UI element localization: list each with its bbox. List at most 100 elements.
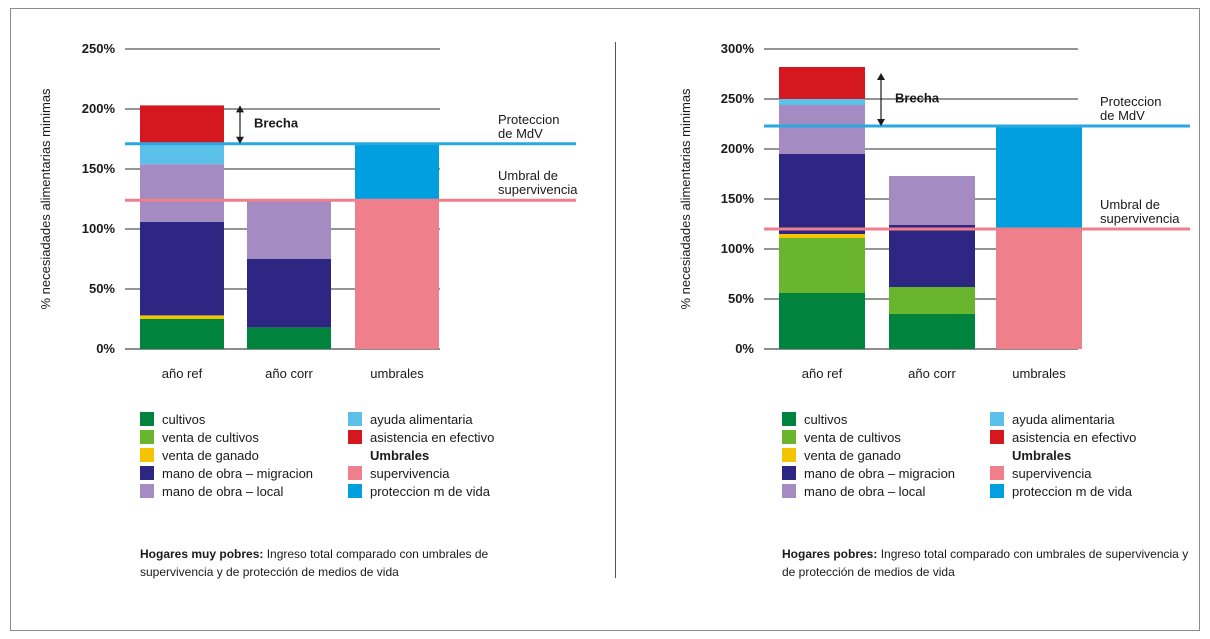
bar-segment-migracion xyxy=(779,154,865,234)
caption-text: Ingreso total comparado con umbrales de … xyxy=(782,547,1189,579)
legend-item-cultivos: cultivos xyxy=(140,410,350,428)
legend-heading-umbrales: Umbrales xyxy=(1012,447,1072,463)
y-tick-label: 50% xyxy=(89,281,115,296)
legend-label: supervivencia xyxy=(1012,465,1092,481)
legend-column-income: cultivos venta de cultivos venta de ganado… xyxy=(140,410,350,500)
threshold-label-proteccion: Proteccion xyxy=(498,112,559,127)
bar-segment-local xyxy=(889,176,975,225)
legend-item-proteccion: proteccion m de vida xyxy=(990,482,1200,500)
y-tick-label: 50% xyxy=(728,291,754,306)
bar-segment-cultivos xyxy=(247,327,331,349)
figure-frame xyxy=(10,8,1200,631)
legend-item-venta_cultivos: venta de cultivos xyxy=(140,428,350,446)
bar-segment-venta_cultivos xyxy=(889,287,975,314)
legend-label: asistencia en efectivo xyxy=(1012,429,1137,445)
y-tick-label: 150% xyxy=(721,191,755,206)
bar-segment-ayuda xyxy=(779,99,865,105)
legend-column-assistance: ayuda alimentaria asistencia en efectivo … xyxy=(990,410,1200,500)
legend-swatch xyxy=(990,412,1004,426)
chart-panel-muy-pobres: 0% 50% 100% 150% 200% 250% % necesiadades alim… xyxy=(38,41,578,579)
gap-label: Brecha xyxy=(254,116,299,131)
bar-segment-efectivo xyxy=(140,105,224,143)
legend-item-local: mano de obra – local xyxy=(140,482,350,500)
legend-item-migracion: mano de obra – migracion xyxy=(782,464,992,482)
legend-item-supervivencia: supervivencia xyxy=(348,464,558,482)
y-tick-label: 200% xyxy=(721,141,755,156)
legend-swatch xyxy=(782,430,796,444)
legend-swatch xyxy=(348,430,362,444)
bar-segment-supervivencia xyxy=(355,200,439,349)
legend-item-local: mano de obra – local xyxy=(782,482,992,500)
bar-segment-ayuda xyxy=(140,142,224,165)
caption-text: Ingreso total comparado con umbrales de … xyxy=(140,547,489,579)
y-tick-label: 250% xyxy=(82,41,116,56)
legend-item-ayuda: ayuda alimentaria xyxy=(990,410,1200,428)
threshold-label-proteccion: Proteccion xyxy=(1100,94,1161,109)
gap-arrow-head-down xyxy=(236,136,244,144)
bar-segment-cultivos xyxy=(779,293,865,349)
x-tick-label: año corr xyxy=(265,366,313,381)
bar-segment-proteccion xyxy=(996,126,1082,229)
legend-swatch xyxy=(782,448,796,462)
legend-swatch xyxy=(348,466,362,480)
legend-swatch xyxy=(782,484,796,498)
stacked-bar-chart-pobres: 0% 50% 100% 150% 200% 250% 300% % necesiadades … xyxy=(678,41,1190,381)
legend-swatch xyxy=(140,448,154,462)
legend-label: cultivos xyxy=(162,411,206,427)
y-tick-label: 150% xyxy=(82,161,116,176)
legend-label: venta de ganado xyxy=(162,447,259,463)
legend-swatch xyxy=(348,412,362,426)
legend-item-ayuda: ayuda alimentaria xyxy=(348,410,558,428)
threshold-label-supervivencia: supervivencia xyxy=(1100,211,1180,226)
legend-swatch xyxy=(990,466,1004,480)
gap-arrow-head-down xyxy=(877,119,885,126)
legend-label: venta de ganado xyxy=(804,447,901,463)
chart-panel-pobres: 0% 50% 100% 150% 200% 250% 300% % necesiadades … xyxy=(640,0,1210,639)
legend-column-assistance: ayuda alimentaria asistencia en efectivo … xyxy=(348,410,558,500)
stacked-bar-chart-muy-pobres: 0% 50% 100% 150% 200% 250% % necesiadades alim… xyxy=(38,41,578,381)
panel-divider xyxy=(615,42,616,578)
legend-label: mano de obra – migracion xyxy=(804,465,956,481)
legend-item-efectivo: asistencia en efectivo xyxy=(990,428,1200,446)
legend-item-venta_cultivos: venta de cultivos xyxy=(782,428,992,446)
bar-segment-migracion xyxy=(140,221,224,316)
legend-label: proteccion m de vida xyxy=(370,483,490,499)
legend-item-venta_ganado: venta de ganado xyxy=(140,446,350,464)
legend-swatch xyxy=(140,412,154,426)
legend-label: ayuda alimentaria xyxy=(1012,411,1115,427)
bar-segment-cultivos xyxy=(889,314,975,349)
legend-column-income: cultivos venta de cultivos venta de ganado… xyxy=(782,410,992,500)
x-tick-label: año corr xyxy=(908,366,956,381)
threshold-label-proteccion: de MdV xyxy=(498,126,543,141)
legend-swatch xyxy=(140,466,154,480)
legend-swatch xyxy=(990,430,1004,444)
bar-segment-cultivos xyxy=(140,319,224,349)
legend-swatch xyxy=(348,484,362,498)
y-tick-label: 200% xyxy=(82,101,116,116)
legend-swatch xyxy=(782,466,796,480)
bar-segment-local xyxy=(779,105,865,154)
legend-swatch xyxy=(140,430,154,444)
y-tick-label: 250% xyxy=(721,91,755,106)
x-tick-label: umbrales xyxy=(370,366,424,381)
y-tick-label: 300% xyxy=(721,41,755,56)
gap-arrow-head-up xyxy=(877,73,885,80)
y-tick-label: 100% xyxy=(82,221,116,236)
y-tick-label: 0% xyxy=(96,341,115,356)
y-tick-label: 100% xyxy=(721,241,755,256)
legend-label: cultivos xyxy=(804,411,848,427)
threshold-label-supervivencia: Umbral de xyxy=(1100,197,1160,212)
legend-item-proteccion: proteccion m de vida xyxy=(348,482,558,500)
y-axis-label: % necesiadades alimentarias minimas xyxy=(678,88,693,310)
legend-item-efectivo: asistencia en efectivo xyxy=(348,428,558,446)
threshold-label-supervivencia: supervivencia xyxy=(498,182,578,197)
bar-segment-venta_ganado xyxy=(779,234,865,238)
y-tick-label: 0% xyxy=(735,341,754,356)
legend-label: mano de obra – local xyxy=(804,483,926,499)
legend-label: ayuda alimentaria xyxy=(370,411,473,427)
legend-item-migracion: mano de obra – migracion xyxy=(140,464,350,482)
caption-title: Hogares muy pobres: xyxy=(140,547,264,561)
legend-swatch xyxy=(140,484,154,498)
legend-label: supervivencia xyxy=(370,465,450,481)
chart-caption: Hogares pobres: Ingreso total comparado … xyxy=(782,545,1202,581)
